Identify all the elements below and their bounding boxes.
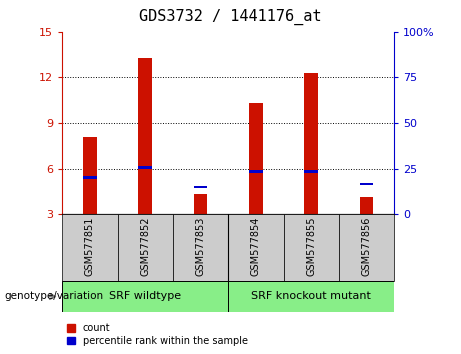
Bar xyxy=(62,214,118,281)
Bar xyxy=(249,170,263,173)
Bar xyxy=(138,58,152,214)
Bar xyxy=(360,183,373,185)
Text: GSM577854: GSM577854 xyxy=(251,216,261,275)
Bar xyxy=(83,137,97,214)
Legend: count, percentile rank within the sample: count, percentile rank within the sample xyxy=(67,324,248,346)
Bar xyxy=(173,214,228,281)
Bar xyxy=(228,281,394,312)
Bar xyxy=(118,214,173,281)
Text: SRF knockout mutant: SRF knockout mutant xyxy=(251,291,371,302)
Bar xyxy=(304,73,318,214)
Text: genotype/variation: genotype/variation xyxy=(5,291,104,302)
Bar xyxy=(304,170,318,173)
Text: GDS3732 / 1441176_at: GDS3732 / 1441176_at xyxy=(139,9,322,25)
Text: GSM577852: GSM577852 xyxy=(140,216,150,276)
Bar xyxy=(360,198,373,214)
Text: GSM577855: GSM577855 xyxy=(306,216,316,276)
Bar xyxy=(194,185,207,188)
Bar xyxy=(284,214,339,281)
Bar xyxy=(83,177,97,179)
Bar xyxy=(339,214,394,281)
Text: GSM577853: GSM577853 xyxy=(195,216,206,275)
Text: GSM577856: GSM577856 xyxy=(361,216,372,275)
Bar xyxy=(62,281,228,312)
Bar xyxy=(249,103,263,214)
Text: GSM577851: GSM577851 xyxy=(85,216,95,275)
Bar xyxy=(138,166,152,169)
Bar xyxy=(228,214,284,281)
Text: SRF wildtype: SRF wildtype xyxy=(109,291,181,302)
Bar xyxy=(194,194,207,214)
